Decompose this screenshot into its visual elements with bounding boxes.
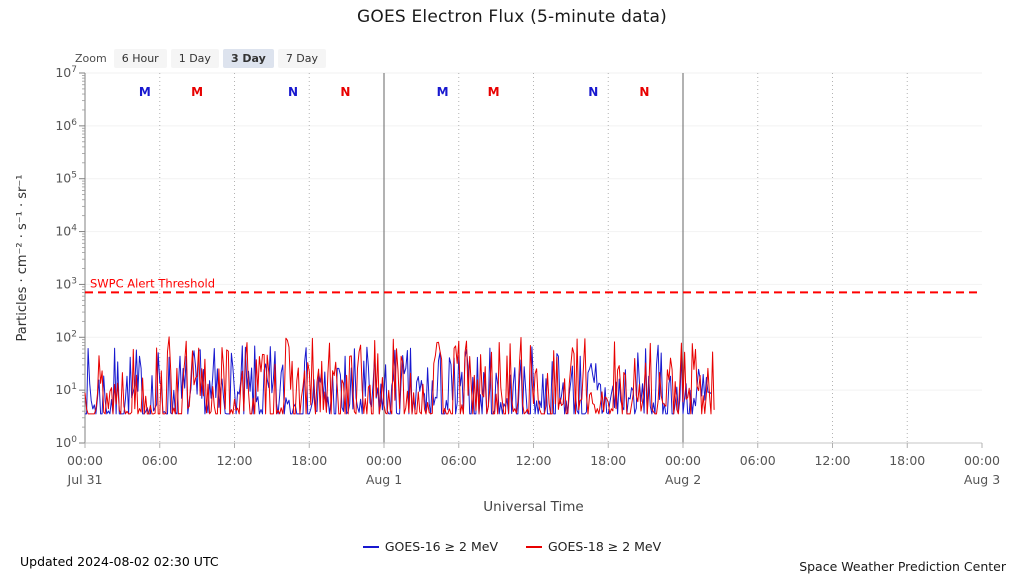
- x-tick-label: 06:00: [740, 453, 776, 468]
- satellite-marker-N: N: [588, 85, 598, 99]
- x-tick-label: 12:00: [515, 453, 551, 468]
- x-tick-label: 00:00: [665, 453, 701, 468]
- x-tick-label: 12:00: [216, 453, 252, 468]
- updated-timestamp: Updated 2024-08-02 02:30 UTC: [20, 554, 219, 569]
- zoom-range-selector: Zoom 6 Hour 1 Day 3 Day 7 Day: [75, 49, 327, 69]
- goes18-line-swatch: [526, 545, 542, 548]
- zoom-6hour-button[interactable]: 6 Hour: [113, 49, 167, 69]
- y-tick-label: 104: [55, 224, 77, 239]
- x-tick-label: 00:00: [366, 453, 402, 468]
- satellite-marker-M: M: [191, 85, 203, 99]
- zoom-1day-button[interactable]: 1 Day: [170, 49, 219, 69]
- zoom-3day-button[interactable]: 3 Day: [222, 49, 274, 69]
- satellite-marker-M: M: [139, 85, 151, 99]
- x-tick-label: 00:00: [67, 453, 103, 468]
- zoom-label: Zoom: [75, 52, 107, 66]
- x-tick-label: 06:00: [441, 453, 477, 468]
- legend-label-goes18: GOES-18 ≥ 2 MeV: [548, 539, 662, 554]
- legend: GOES-16 ≥ 2 MeV GOES-18 ≥ 2 MeV: [0, 539, 1024, 554]
- plot-area: 100 101 102 103 104 105 106 107 00:00 Jul 31 06:00…: [15, 65, 1000, 515]
- x-tick-label: 18:00: [291, 453, 327, 468]
- goes16-line-swatch: [362, 545, 379, 548]
- y-tick-label: 107: [55, 65, 77, 80]
- x-day-label: Aug 2: [665, 472, 701, 487]
- x-axis-title: Universal Time: [483, 499, 583, 515]
- y-axis-title: Particles · cm⁻² · s⁻¹ · sr⁻¹: [15, 175, 30, 342]
- x-tick-label: 18:00: [889, 453, 925, 468]
- legend-item-goes18[interactable]: GOES-18 ≥ 2 MeV: [526, 539, 661, 554]
- source-attribution: Space Weather Prediction Center: [799, 559, 1006, 574]
- y-tick-label: 106: [55, 118, 77, 133]
- y-tick-label: 103: [55, 276, 77, 291]
- series-line-goes18: [84, 336, 715, 415]
- x-tick-label: 06:00: [142, 453, 178, 468]
- satellite-marker-N: N: [340, 85, 350, 99]
- satellite-marker-N: N: [288, 85, 298, 99]
- x-tick-label: 00:00: [964, 453, 1000, 468]
- x-day-label: Aug 3: [964, 472, 1000, 487]
- y-tick-label: 100: [55, 435, 77, 450]
- satellite-marker-M: M: [488, 85, 500, 99]
- y-tick-label: 105: [55, 171, 77, 186]
- x-tick-label: 12:00: [814, 453, 850, 468]
- x-tick-label: 18:00: [590, 453, 626, 468]
- y-tick-label: 101: [55, 382, 77, 397]
- threshold-label: SWPC Alert Threshold: [90, 276, 215, 290]
- y-tick-label: 102: [55, 329, 77, 344]
- x-day-label: Jul 31: [67, 472, 103, 487]
- zoom-7day-button[interactable]: 7 Day: [277, 49, 327, 69]
- satellite-marker-N: N: [639, 85, 649, 99]
- chart-title: GOES Electron Flux (5-minute data): [356, 7, 668, 27]
- legend-label-goes16: GOES-16 ≥ 2 MeV: [384, 539, 498, 554]
- x-day-label: Aug 1: [366, 472, 402, 487]
- satellite-marker-M: M: [437, 85, 449, 99]
- legend-item-goes16[interactable]: GOES-16 ≥ 2 MeV: [362, 539, 498, 554]
